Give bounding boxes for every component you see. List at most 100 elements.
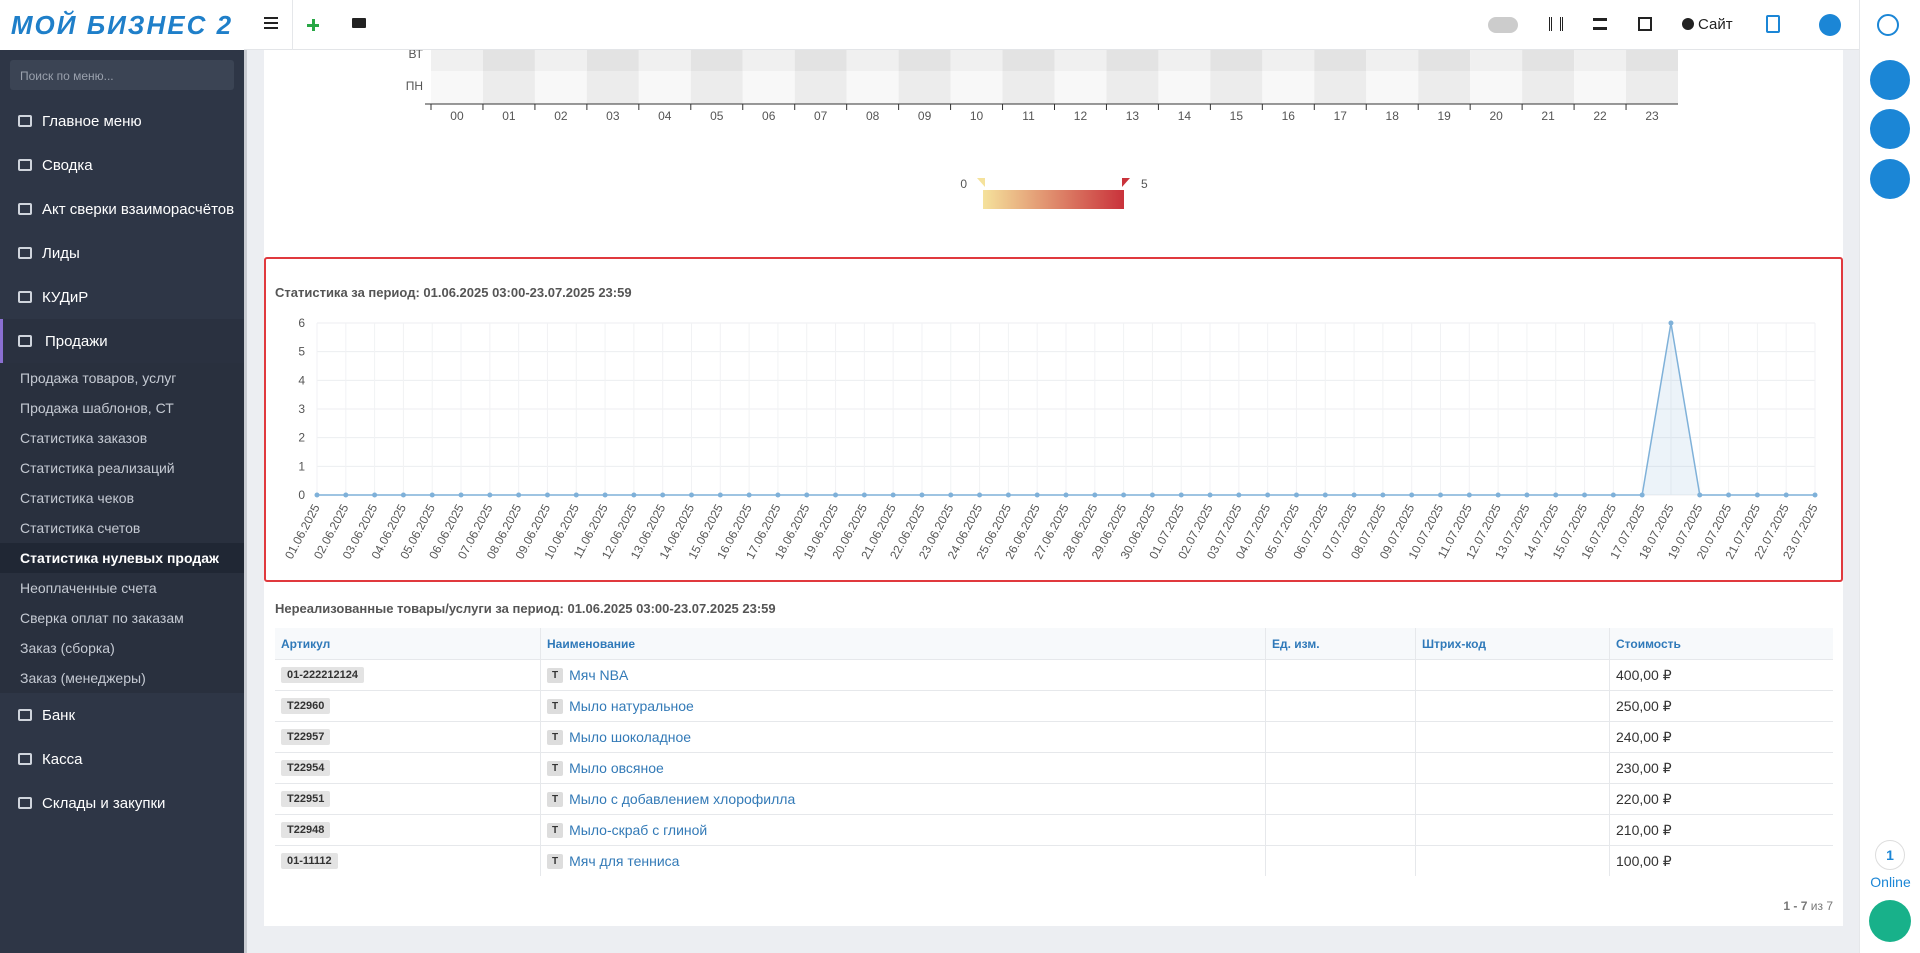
gift-icon[interactable] bbox=[1766, 15, 1780, 33]
cart-button[interactable] bbox=[352, 18, 366, 28]
hour-label: 17 bbox=[1334, 109, 1348, 123]
search-input[interactable]: Поиск по меню... bbox=[10, 60, 234, 90]
site-link[interactable]: Сайт bbox=[1698, 16, 1733, 33]
type-badge: Т bbox=[547, 667, 564, 683]
table-cell: 01-222212124 bbox=[275, 659, 540, 690]
point bbox=[1207, 492, 1213, 498]
menu-item[interactable]: Главное меню bbox=[42, 112, 142, 130]
point bbox=[544, 492, 550, 498]
point bbox=[314, 492, 320, 498]
product-link[interactable]: Мыло овсяное bbox=[569, 760, 664, 776]
point bbox=[573, 492, 579, 498]
calendar-icon[interactable] bbox=[1638, 17, 1652, 31]
menu-item[interactable]: КУДиР bbox=[42, 288, 89, 306]
collapse-button[interactable] bbox=[1877, 14, 1899, 36]
heat-cell bbox=[1522, 50, 1575, 71]
submenu-item[interactable]: Статистика реализаций bbox=[0, 453, 244, 483]
menu-item[interactable]: Акт сверки взаиморасчётов bbox=[42, 200, 235, 218]
menu-button[interactable] bbox=[264, 17, 278, 19]
point bbox=[1783, 492, 1789, 498]
add-fab[interactable] bbox=[1869, 900, 1911, 942]
table: Артикул Наименование Ед. изм. Штрих-код Стои… bbox=[275, 628, 1833, 878]
legend-max: 5 bbox=[1141, 177, 1148, 191]
heat-cell bbox=[690, 50, 743, 71]
point bbox=[919, 492, 925, 498]
avatar[interactable] bbox=[1819, 14, 1841, 36]
point bbox=[775, 492, 781, 498]
submenu-item[interactable]: Статистика чеков bbox=[0, 483, 244, 513]
menu-item[interactable]: Продажи bbox=[0, 319, 244, 363]
product-link[interactable]: Мыло шоколадное bbox=[569, 729, 692, 745]
menu-item[interactable]: Лиды bbox=[42, 244, 80, 262]
type-badge: Т bbox=[547, 729, 564, 745]
menu-item[interactable]: Склады и закупки bbox=[42, 794, 166, 812]
table-cell: 01-11112 bbox=[275, 845, 540, 876]
point bbox=[1322, 492, 1328, 498]
call-button[interactable] bbox=[1870, 159, 1910, 199]
submenu-item[interactable]: Статистика счетов bbox=[0, 513, 244, 543]
article-badge: T22948 bbox=[281, 822, 331, 838]
column-header[interactable]: Артикул bbox=[275, 628, 540, 659]
heat-cell bbox=[846, 50, 899, 71]
type-badge: Т bbox=[547, 760, 564, 776]
heat-cell bbox=[1262, 50, 1315, 71]
heat-cell bbox=[742, 71, 795, 104]
submenu-item[interactable]: Заказ (сборка) bbox=[0, 633, 244, 663]
submenu-item[interactable]: Неоплаченные счета bbox=[0, 573, 244, 603]
toggle[interactable] bbox=[1488, 17, 1518, 33]
table-cell bbox=[1415, 814, 1609, 845]
table-cell bbox=[1265, 690, 1415, 721]
menu-item[interactable]: Банк bbox=[42, 706, 76, 724]
submenu-item[interactable]: Статистика нулевых продаж bbox=[0, 543, 244, 573]
point bbox=[1754, 492, 1760, 498]
point bbox=[458, 492, 464, 498]
sidebar-edge bbox=[244, 50, 247, 953]
menu-item[interactable]: Сводка bbox=[42, 156, 93, 174]
product-link[interactable]: Мяч NBA bbox=[569, 667, 629, 683]
table-cell bbox=[1415, 752, 1609, 783]
list-icon[interactable] bbox=[1593, 18, 1607, 30]
point bbox=[833, 492, 839, 498]
point bbox=[1034, 492, 1040, 498]
point bbox=[1063, 492, 1069, 498]
point bbox=[1582, 492, 1588, 498]
barcode-icon[interactable] bbox=[1549, 17, 1563, 31]
heat-cell bbox=[846, 71, 899, 104]
column-header[interactable]: Штрих-код bbox=[1415, 628, 1609, 659]
submenu-item[interactable]: Сверка оплат по заказам bbox=[0, 603, 244, 633]
table-cell bbox=[1415, 659, 1609, 690]
logo[interactable]: МОЙ БИЗНЕС 2 bbox=[0, 0, 244, 50]
article-badge: 01-222212124 bbox=[281, 667, 364, 683]
legend-max-flag bbox=[1122, 178, 1130, 187]
table-cell: T22960 bbox=[275, 690, 540, 721]
product-link[interactable]: Мыло с добавлением хлорофилла bbox=[569, 791, 796, 807]
point bbox=[804, 492, 810, 498]
submenu-item[interactable]: Заказ (менеджеры) bbox=[0, 663, 244, 693]
point bbox=[602, 492, 608, 498]
hour-label: 09 bbox=[918, 109, 932, 123]
product-link[interactable]: Мяч для тенниса bbox=[569, 853, 680, 869]
chat-button[interactable] bbox=[1870, 109, 1910, 149]
hour-label: 21 bbox=[1541, 109, 1555, 123]
submenu-item[interactable]: Продажа шаблонов, СТ bbox=[0, 393, 244, 423]
menu-icon bbox=[18, 291, 32, 303]
menu-item[interactable]: Касса bbox=[42, 750, 83, 768]
heat-cell bbox=[794, 71, 847, 104]
heat-cell bbox=[1314, 50, 1367, 71]
column-header[interactable]: Стоимость bbox=[1609, 628, 1833, 659]
heat-cell bbox=[482, 50, 535, 71]
product-link[interactable]: Мыло-скраб с глиной bbox=[569, 822, 708, 838]
product-link[interactable]: Мыло натуральное bbox=[569, 698, 694, 714]
hour-label: 12 bbox=[1074, 109, 1088, 123]
type-badge: Т bbox=[547, 822, 564, 838]
menu-icon bbox=[18, 753, 32, 765]
point bbox=[1265, 492, 1271, 498]
notifications-button[interactable] bbox=[1870, 60, 1910, 100]
heat-cell bbox=[482, 71, 535, 104]
submenu-item[interactable]: Продажа товаров, услуг bbox=[0, 363, 244, 393]
column-header[interactable]: Ед. изм. bbox=[1265, 628, 1415, 659]
heat-cell bbox=[1314, 71, 1367, 104]
column-header[interactable]: Наименование bbox=[540, 628, 1265, 659]
heat-cell bbox=[950, 50, 1003, 71]
submenu-item[interactable]: Статистика заказов bbox=[0, 423, 244, 453]
